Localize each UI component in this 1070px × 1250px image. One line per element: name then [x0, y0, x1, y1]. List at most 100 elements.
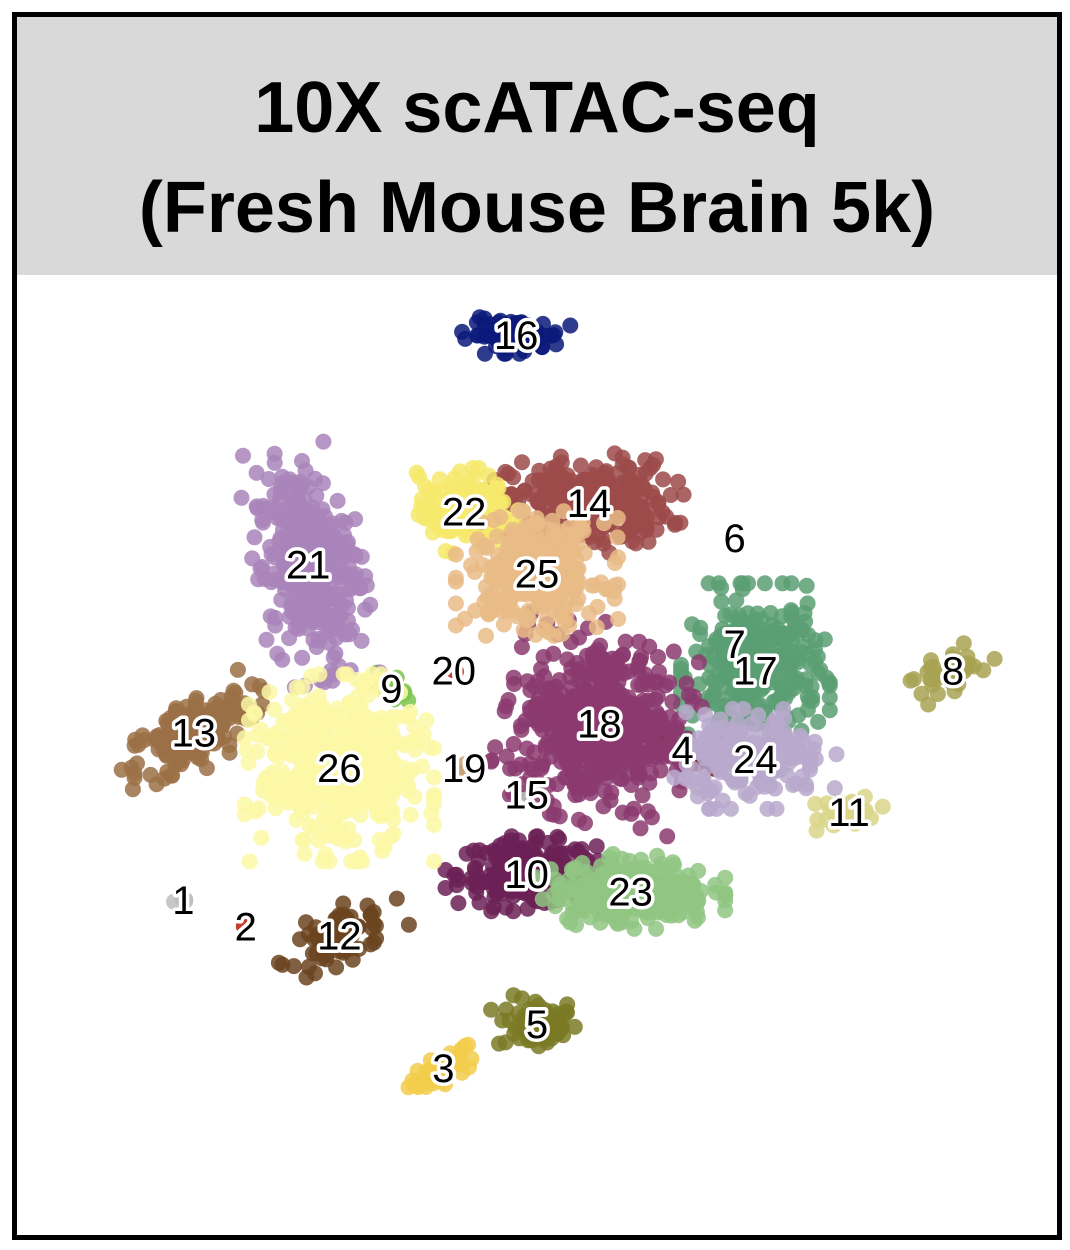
cluster-21-point: [248, 464, 265, 481]
cluster-21-point: [258, 631, 275, 648]
cluster-11-point: [808, 822, 825, 839]
cluster-24-point: [762, 754, 779, 771]
cluster-26-point: [294, 679, 311, 696]
cluster-25-point: [556, 600, 573, 617]
cluster-26-point: [323, 712, 340, 729]
cluster-25-point: [495, 616, 512, 633]
cluster-26-point: [261, 684, 278, 700]
cluster-24-point: [677, 770, 694, 787]
cluster-17-point: [810, 713, 827, 730]
cluster-21-point: [268, 500, 285, 517]
cluster-26-point: [280, 794, 297, 811]
cluster-18-point: [634, 787, 651, 804]
cluster-11-point: [856, 788, 873, 805]
cluster-3-points: [400, 1036, 480, 1096]
cluster-18-point: [540, 681, 557, 697]
cluster-24-point: [690, 730, 707, 747]
cluster-25-point: [519, 612, 535, 629]
cluster-21-point: [254, 512, 271, 529]
cluster-26-point: [236, 730, 253, 747]
cluster-24-point: [806, 733, 823, 750]
cluster-16-point: [457, 330, 474, 347]
cluster-16-label: 16: [494, 314, 539, 358]
cluster-11-point: [874, 798, 891, 815]
cluster-26-point: [357, 784, 374, 801]
cluster-21-label-halo: 21: [286, 544, 331, 588]
cluster-14-point: [585, 473, 602, 490]
cluster-23-point: [528, 874, 544, 891]
cluster-26-point: [268, 725, 285, 742]
cluster-26-point: [352, 849, 368, 866]
cluster-26-point: [354, 675, 371, 692]
cluster-18-point: [651, 663, 667, 680]
cluster-24-label: 24: [733, 738, 778, 782]
cluster-18-point: [541, 805, 558, 822]
cluster-24-point: [798, 776, 814, 793]
cluster-17-point: [713, 593, 730, 610]
cluster-11-point: [847, 815, 864, 832]
cluster-21-point: [262, 538, 279, 555]
cluster-23-point: [628, 893, 645, 910]
cluster-11-point: [807, 795, 824, 812]
cluster-14-point: [556, 485, 573, 502]
cluster-21-point: [255, 497, 272, 514]
cluster-18-point: [529, 695, 546, 712]
cluster-25-point: [492, 509, 509, 525]
cluster-8-point: [946, 683, 963, 700]
cluster-14-point: [675, 486, 692, 503]
cluster-13-point: [165, 721, 182, 738]
cluster-26-point: [266, 701, 283, 718]
cluster-14-label: 14: [567, 482, 612, 526]
cluster-26-point: [241, 853, 258, 870]
cluster-26-point: [246, 704, 263, 721]
cluster-23-point: [653, 855, 670, 872]
cluster-23-point: [594, 891, 611, 908]
cluster-17-point: [821, 702, 838, 719]
cluster-23-point: [566, 876, 583, 893]
cluster-25-point: [610, 549, 627, 566]
cluster-3-point: [454, 1064, 470, 1081]
cluster-11-point: [828, 815, 845, 831]
cluster-18-point: [571, 629, 587, 646]
cluster-17-point: [790, 707, 807, 724]
cluster-24-label-halo: 24: [733, 738, 778, 782]
cluster-26-point: [426, 740, 442, 757]
cluster-2-label-halo: 2: [235, 906, 257, 950]
cluster-3-point: [410, 1079, 427, 1096]
cluster-10-point: [526, 855, 543, 872]
cluster-18-point: [690, 654, 707, 671]
cluster-17-point: [798, 577, 815, 594]
cluster-12-point: [400, 916, 417, 933]
cluster-10-point: [483, 871, 500, 887]
cluster-17-point: [796, 605, 813, 621]
cluster-8-points: [902, 635, 1003, 713]
cluster-17-point: [821, 689, 838, 706]
cluster-25-point: [589, 598, 606, 615]
cluster-11-point: [863, 810, 879, 827]
cluster-15-label-halo: 15: [504, 773, 549, 817]
cluster-26-point: [253, 829, 270, 846]
cluster-25-point: [610, 611, 627, 627]
cluster-23-point: [613, 850, 630, 867]
cluster-16-point: [519, 317, 536, 334]
cluster-13-point: [221, 737, 238, 753]
cluster-18-point: [613, 771, 630, 788]
cluster-18-point: [611, 755, 628, 772]
cluster-24-point: [785, 777, 801, 793]
cluster-17-label: 17: [733, 650, 778, 694]
cluster-13-point: [207, 695, 224, 712]
cluster-21-point: [274, 574, 291, 591]
cluster-21-point: [304, 540, 321, 557]
cluster-21-point: [343, 579, 360, 596]
cluster-13-point: [168, 700, 185, 717]
cluster-14-point: [648, 521, 665, 538]
cluster-10-label-halo: 10: [504, 853, 549, 897]
cluster-25-point: [528, 510, 545, 527]
cluster-10-point: [471, 842, 488, 859]
cluster-18-point: [633, 676, 650, 693]
cluster-26-point: [369, 806, 386, 823]
cluster-21-point: [262, 608, 279, 625]
cluster-18-label-halo: 18: [577, 703, 622, 747]
cluster-26-point: [423, 805, 440, 822]
